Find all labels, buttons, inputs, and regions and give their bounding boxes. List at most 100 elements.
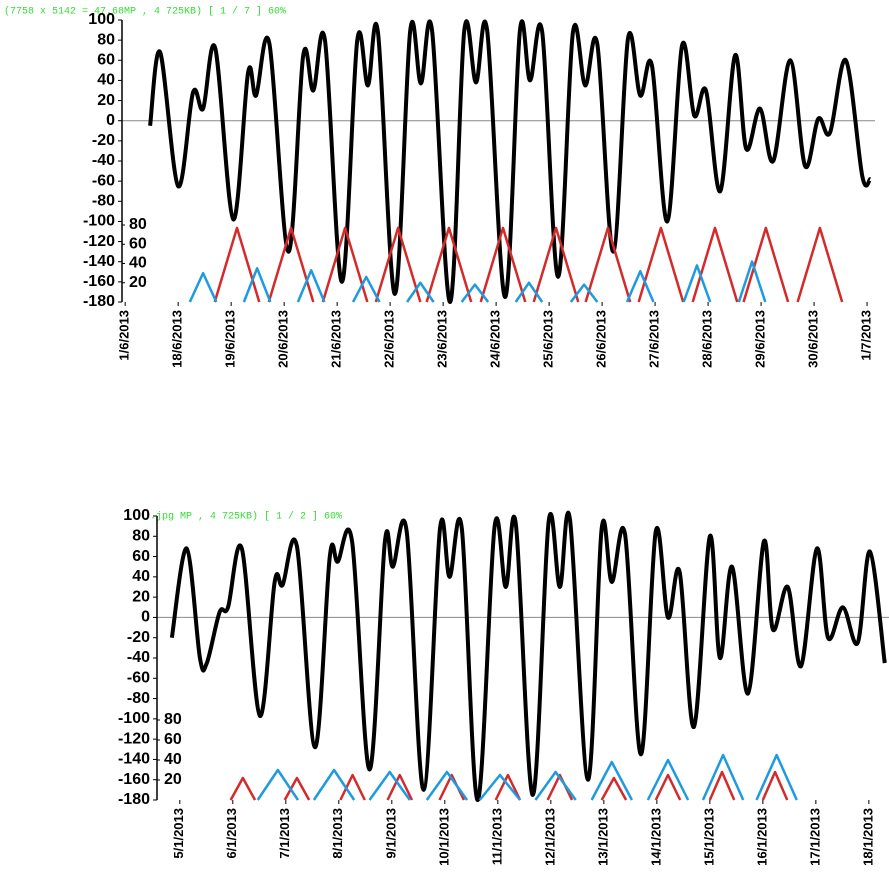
- peak-line: [321, 226, 369, 303]
- peak-line: [283, 776, 311, 801]
- x-tick-label: 1/6/2013: [117, 310, 132, 361]
- x-tick-label: 19/6/2013: [223, 310, 238, 368]
- y-tick-label: 20: [132, 588, 150, 605]
- peak-line: [590, 760, 634, 801]
- x-tick-label: 29/6/2013: [753, 310, 768, 368]
- y-tick-label: 0: [106, 112, 115, 129]
- x-tick-label: 10/1/2013: [436, 808, 451, 866]
- y-tick-label: -180: [83, 293, 115, 310]
- x-tick-label: 14/1/2013: [648, 808, 663, 866]
- peak-line: [479, 226, 527, 303]
- x-tick-label: 25/6/2013: [541, 310, 556, 368]
- y-tick-label: 20: [97, 92, 115, 109]
- chart: 100 80 60 40 20 0 -20 -40 -60 -80 -100 -120 -140 -160…: [83, 11, 875, 368]
- y2-tick-label: 80: [164, 711, 182, 728]
- peak-line: [351, 275, 381, 303]
- peak-line: [213, 226, 261, 303]
- peak-line: [534, 770, 577, 801]
- y-tick-label: -60: [92, 172, 115, 189]
- peak-line: [637, 226, 685, 303]
- x-tick-label: 9/1/2013: [383, 808, 398, 859]
- peak-line: [312, 768, 356, 801]
- y-tick-label: 80: [97, 31, 115, 48]
- chart: 100 80 60 40 20 0 -20 -40 -60 -80 -100 -120 -140 -160…: [118, 507, 889, 866]
- peak-line: [569, 283, 599, 303]
- x-tick-label: 8/1/2013: [330, 808, 345, 859]
- y2-tick-label: 20: [164, 771, 182, 788]
- y-tick-label: 60: [97, 52, 115, 69]
- peak-line: [374, 226, 422, 303]
- peak-line: [368, 770, 411, 801]
- y-tick-label: -120: [118, 730, 150, 747]
- peak-line: [425, 226, 473, 303]
- peak-line: [532, 226, 580, 303]
- x-tick-label: 16/1/2013: [754, 808, 769, 866]
- peak-line: [229, 776, 257, 801]
- peak-line: [478, 773, 522, 801]
- y-tick-label: -160: [83, 273, 115, 290]
- y-tick-label: -180: [118, 791, 150, 808]
- x-tick-label: 23/6/2013: [435, 310, 450, 368]
- y2-tick-label: 40: [129, 255, 147, 272]
- y-tick-label: -100: [118, 710, 150, 727]
- x-tick-label: 17/1/2013: [807, 808, 822, 866]
- y-tick-label: 80: [132, 528, 150, 545]
- peak-line: [242, 267, 272, 303]
- x-tick-label: 18/1/2013: [860, 808, 875, 866]
- peak-line: [742, 226, 790, 303]
- peak-line: [267, 226, 315, 303]
- peak-line: [494, 773, 522, 801]
- x-tick-label: 12/1/2013: [542, 808, 557, 866]
- x-tick-label: 11/1/2013: [489, 808, 504, 865]
- peak-line: [682, 264, 712, 303]
- y-tick-label: -40: [92, 152, 115, 169]
- y-tick-label: 0: [141, 609, 150, 626]
- y-tick-label: 40: [132, 568, 150, 585]
- viewer-header: .jpg MP , 4 725KB) [ 1 / 2 ] 60%: [150, 511, 342, 523]
- peak-line: [761, 770, 789, 801]
- peak-line: [708, 770, 736, 801]
- x-tick-label: 21/6/2013: [329, 310, 344, 368]
- y2-tick-label: 60: [129, 235, 147, 252]
- y-tick-label: 100: [123, 507, 150, 524]
- y-tick-label: 60: [132, 548, 150, 565]
- peak-line: [646, 758, 690, 801]
- x-tick-label: 22/6/2013: [382, 310, 397, 368]
- peak-line: [386, 773, 414, 801]
- y-tick-label: 40: [97, 72, 115, 89]
- peak-line: [296, 268, 326, 303]
- peak-line: [796, 226, 844, 303]
- peak-line: [425, 770, 469, 801]
- y-tick-label: -80: [127, 690, 150, 707]
- x-tick-label: 1/7/2013: [858, 310, 873, 361]
- peak-line: [514, 281, 544, 303]
- tide-line: [169, 510, 887, 803]
- peak-line: [339, 773, 366, 801]
- y2-tick-label: 40: [164, 751, 182, 768]
- y-tick-label: -40: [127, 649, 150, 666]
- peak-line: [625, 269, 655, 303]
- y2-tick-label: 20: [129, 274, 147, 291]
- y-tick-label: -20: [127, 629, 150, 646]
- peak-line: [256, 768, 300, 801]
- x-tick-label: 26/6/2013: [594, 310, 609, 368]
- y2-tick-label: 80: [129, 216, 147, 233]
- y-tick-label: -60: [127, 670, 150, 687]
- x-tick-label: 7/1/2013: [277, 808, 292, 859]
- x-tick-label: 28/6/2013: [700, 310, 715, 368]
- x-tick-label: 27/6/2013: [647, 310, 662, 368]
- x-tick-label: 6/1/2013: [224, 808, 239, 859]
- peak-line: [737, 260, 767, 303]
- x-tick-label: 5/1/2013: [171, 808, 186, 859]
- x-tick-label: 13/1/2013: [595, 808, 610, 866]
- peak-line: [406, 281, 435, 303]
- y-tick-label: -140: [83, 253, 115, 270]
- peak-line: [654, 773, 682, 801]
- x-tick-label: 30/6/2013: [805, 310, 820, 368]
- x-tick-label: 20/6/2013: [276, 310, 291, 368]
- x-tick-label: 24/6/2013: [488, 310, 503, 368]
- y-tick-label: -80: [92, 193, 115, 210]
- x-tick-label: 15/1/2013: [701, 808, 716, 866]
- y-tick-label: 100: [88, 11, 115, 28]
